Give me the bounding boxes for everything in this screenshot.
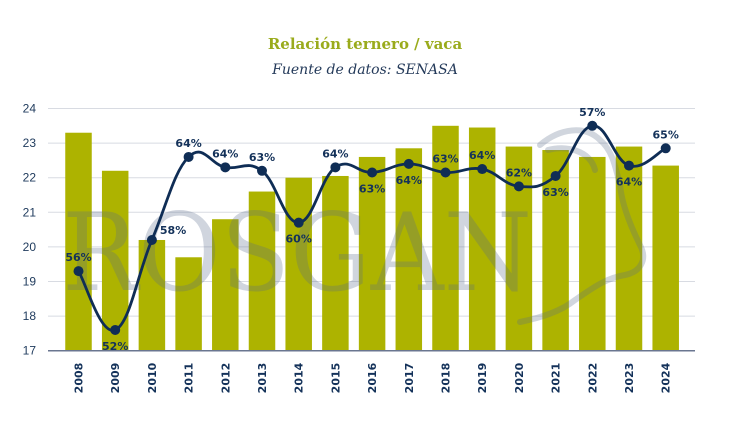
bar (358, 156, 386, 351)
bar (579, 156, 606, 351)
x-tick-label: 2022 (586, 363, 599, 394)
data-label: 58% (160, 224, 186, 237)
x-tick-label: 2019 (476, 363, 489, 394)
y-tick-label: 24 (23, 102, 37, 116)
y-tick-label: 22 (23, 171, 37, 185)
data-label: 64% (175, 137, 201, 150)
x-tick-label: 2017 (403, 363, 416, 394)
line-point (220, 162, 231, 173)
bar (65, 132, 92, 351)
x-tick-label: 2012 (219, 363, 232, 394)
line-point (367, 167, 378, 178)
bar (615, 146, 643, 351)
x-tick-label: 2009 (109, 363, 122, 394)
bar (322, 175, 349, 351)
line-points (73, 120, 671, 335)
bar (248, 191, 276, 351)
x-tick-label: 2024 (660, 362, 673, 393)
line-point (477, 164, 488, 175)
x-tick-label: 2008 (73, 363, 86, 394)
data-label: 57% (579, 106, 605, 119)
line-point (403, 158, 414, 169)
data-label: 60% (286, 233, 312, 246)
line-point (257, 165, 267, 176)
data-label: 63% (542, 186, 568, 199)
bar (395, 148, 423, 351)
bars (65, 125, 679, 351)
x-tick-label: 2018 (440, 363, 453, 394)
bar (138, 239, 166, 351)
bar (285, 177, 312, 351)
series-line (77, 124, 668, 332)
data-label: 64% (396, 174, 422, 187)
line-point (587, 120, 598, 131)
y-tick-label: 17 (23, 344, 37, 358)
line-point (513, 181, 524, 192)
y-tick-label: 23 (23, 136, 37, 150)
line-point (183, 151, 194, 162)
bar (652, 165, 679, 351)
x-axis-ticks: 2008 2009 2010 2011 2012 2013 2014 2015 2016 2017… (73, 362, 673, 393)
data-label: 65% (653, 128, 679, 141)
data-label: 56% (65, 251, 91, 264)
line-point (550, 170, 561, 181)
y-tick-label: 18 (23, 309, 37, 323)
line-point (624, 160, 634, 171)
y-tick-label: 20 (23, 240, 37, 254)
x-tick-label: 2015 (329, 363, 342, 394)
data-label: 64% (616, 176, 642, 189)
data-label: 64% (469, 149, 495, 162)
line-point (660, 143, 671, 154)
y-tick-label: 19 (23, 275, 37, 289)
data-labels: 56% 52% 58% 64% 64% 63% 60% 64% 63% 64% 63% 64% 62% 6… (65, 106, 679, 353)
line-point (146, 234, 157, 245)
line-point (110, 324, 121, 335)
x-tick-label: 2013 (256, 363, 269, 394)
chart-subtitle: Fuente de datos: SENASA (272, 62, 458, 78)
x-tick-label: 2011 (183, 363, 196, 394)
watermark-text: ROSGAN (62, 191, 532, 316)
animal-head-watermark-icon (517, 127, 647, 325)
bar (175, 257, 202, 351)
x-tick-label: 2010 (146, 362, 159, 393)
y-tick-label: 21 (23, 205, 37, 219)
x-tick-label: 2021 (550, 363, 563, 394)
data-label: 62% (506, 166, 532, 179)
x-tick-label: 2014 (293, 362, 306, 393)
line-point (330, 162, 341, 173)
bar (212, 219, 239, 351)
y-axis-ticks: 17 18 19 20 21 22 23 24 (23, 102, 37, 358)
line-point (440, 167, 451, 178)
x-tick-label: 2020 (513, 362, 526, 393)
line-point (293, 217, 304, 228)
watermark: ROSGAN (62, 127, 647, 325)
data-label: 52% (102, 340, 128, 353)
data-label: 64% (322, 147, 348, 160)
data-label: 63% (359, 183, 385, 196)
bar (432, 125, 459, 351)
data-label: 63% (249, 151, 275, 164)
data-label: 63% (432, 153, 458, 166)
chart-title: Relación ternero / vaca (267, 35, 463, 53)
x-tick-label: 2016 (366, 362, 379, 393)
x-tick-label: 2023 (623, 363, 636, 394)
bar (505, 146, 533, 351)
line-point (73, 266, 84, 277)
data-label: 64% (212, 147, 238, 160)
